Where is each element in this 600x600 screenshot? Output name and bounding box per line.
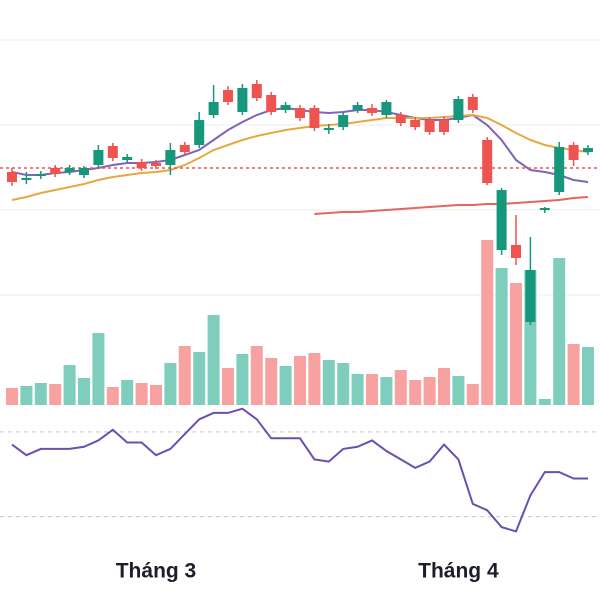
candle-body: [554, 147, 565, 192]
candle-body: [179, 145, 190, 152]
volume-bar: [322, 360, 335, 405]
candle-body: [482, 140, 493, 183]
volume-bar: [34, 383, 47, 405]
candle-body: [50, 168, 61, 174]
candle-body: [424, 120, 435, 132]
moving-average-line: [314, 196, 589, 215]
candle-body: [280, 105, 291, 110]
volume-bar: [106, 387, 119, 405]
candle-body: [151, 163, 161, 166]
candle-body: [395, 115, 406, 123]
volume-bar: [294, 356, 306, 405]
volume-bar: [265, 358, 278, 405]
candle-body: [410, 120, 421, 127]
volume-bar: [308, 353, 321, 405]
candle-body: [21, 178, 32, 180]
volume-bar: [423, 377, 436, 405]
candle-body: [35, 174, 46, 176]
candle-body: [338, 115, 349, 127]
candle-body: [568, 145, 579, 160]
volume-bar: [553, 258, 566, 405]
candle-body: [208, 102, 219, 115]
candle-body: [439, 120, 449, 132]
candle-body: [251, 84, 262, 98]
candle-body: [237, 88, 248, 112]
rsi-line: [11, 407, 588, 533]
candle-body: [165, 150, 176, 165]
candle-body: [93, 150, 104, 165]
candle-body: [367, 108, 377, 113]
volume-bar: [164, 363, 177, 405]
candle-body: [64, 168, 75, 172]
volume-bar: [63, 365, 76, 405]
volume-bar: [567, 344, 580, 405]
volume-bar: [510, 283, 522, 405]
volume-bar: [351, 374, 364, 405]
candle-body: [136, 162, 147, 168]
volume-bar: [193, 352, 206, 405]
volume-bar: [135, 383, 148, 405]
candle-body: [7, 172, 17, 182]
volume-bar: [380, 377, 393, 405]
candle-body: [539, 208, 550, 210]
volume-bar: [394, 370, 407, 405]
volume-bar: [92, 333, 105, 405]
volume-bar: [279, 366, 292, 405]
candle-body: [511, 245, 521, 258]
candle-body: [223, 90, 233, 102]
candle-body: [323, 128, 334, 130]
volume-bar: [78, 378, 90, 405]
candle-body: [381, 102, 392, 115]
candle-body: [453, 99, 464, 120]
volume-bar: [538, 399, 551, 405]
volume-bar: [121, 380, 134, 405]
candle-body: [79, 168, 89, 175]
volume-bar: [337, 363, 350, 405]
candle-body: [107, 146, 118, 158]
volume-bar: [466, 384, 479, 405]
volume-bar: [452, 376, 465, 405]
candle-body: [352, 105, 363, 110]
x-tick-label: Tháng 3: [116, 560, 197, 583]
volume-bar: [409, 380, 422, 405]
volume-bar: [366, 374, 378, 405]
volume-bar: [481, 240, 494, 405]
volume-bar: [438, 368, 450, 405]
candle-body: [309, 108, 320, 128]
volume-bar: [222, 368, 234, 405]
volume-bar: [250, 346, 263, 405]
candle-body: [122, 157, 133, 160]
volume-bar: [6, 388, 18, 405]
candle-body: [295, 108, 305, 118]
volume-bar: [150, 385, 162, 405]
moving-average-line: [11, 113, 589, 201]
volume-bar: [49, 384, 62, 405]
candle-body: [194, 120, 205, 145]
candle-body: [266, 95, 277, 112]
x-tick-label: Tháng 4: [418, 560, 499, 583]
volume-bar: [207, 315, 220, 405]
candle-body: [525, 270, 536, 322]
candle-body: [583, 148, 593, 152]
candle-body: [467, 97, 478, 110]
volume-bar: [236, 354, 249, 405]
volume-bar: [20, 386, 33, 405]
volume-bar: [582, 347, 594, 405]
volume-bar: [495, 268, 508, 405]
candle-body: [496, 190, 507, 250]
volume-bar: [178, 346, 191, 405]
